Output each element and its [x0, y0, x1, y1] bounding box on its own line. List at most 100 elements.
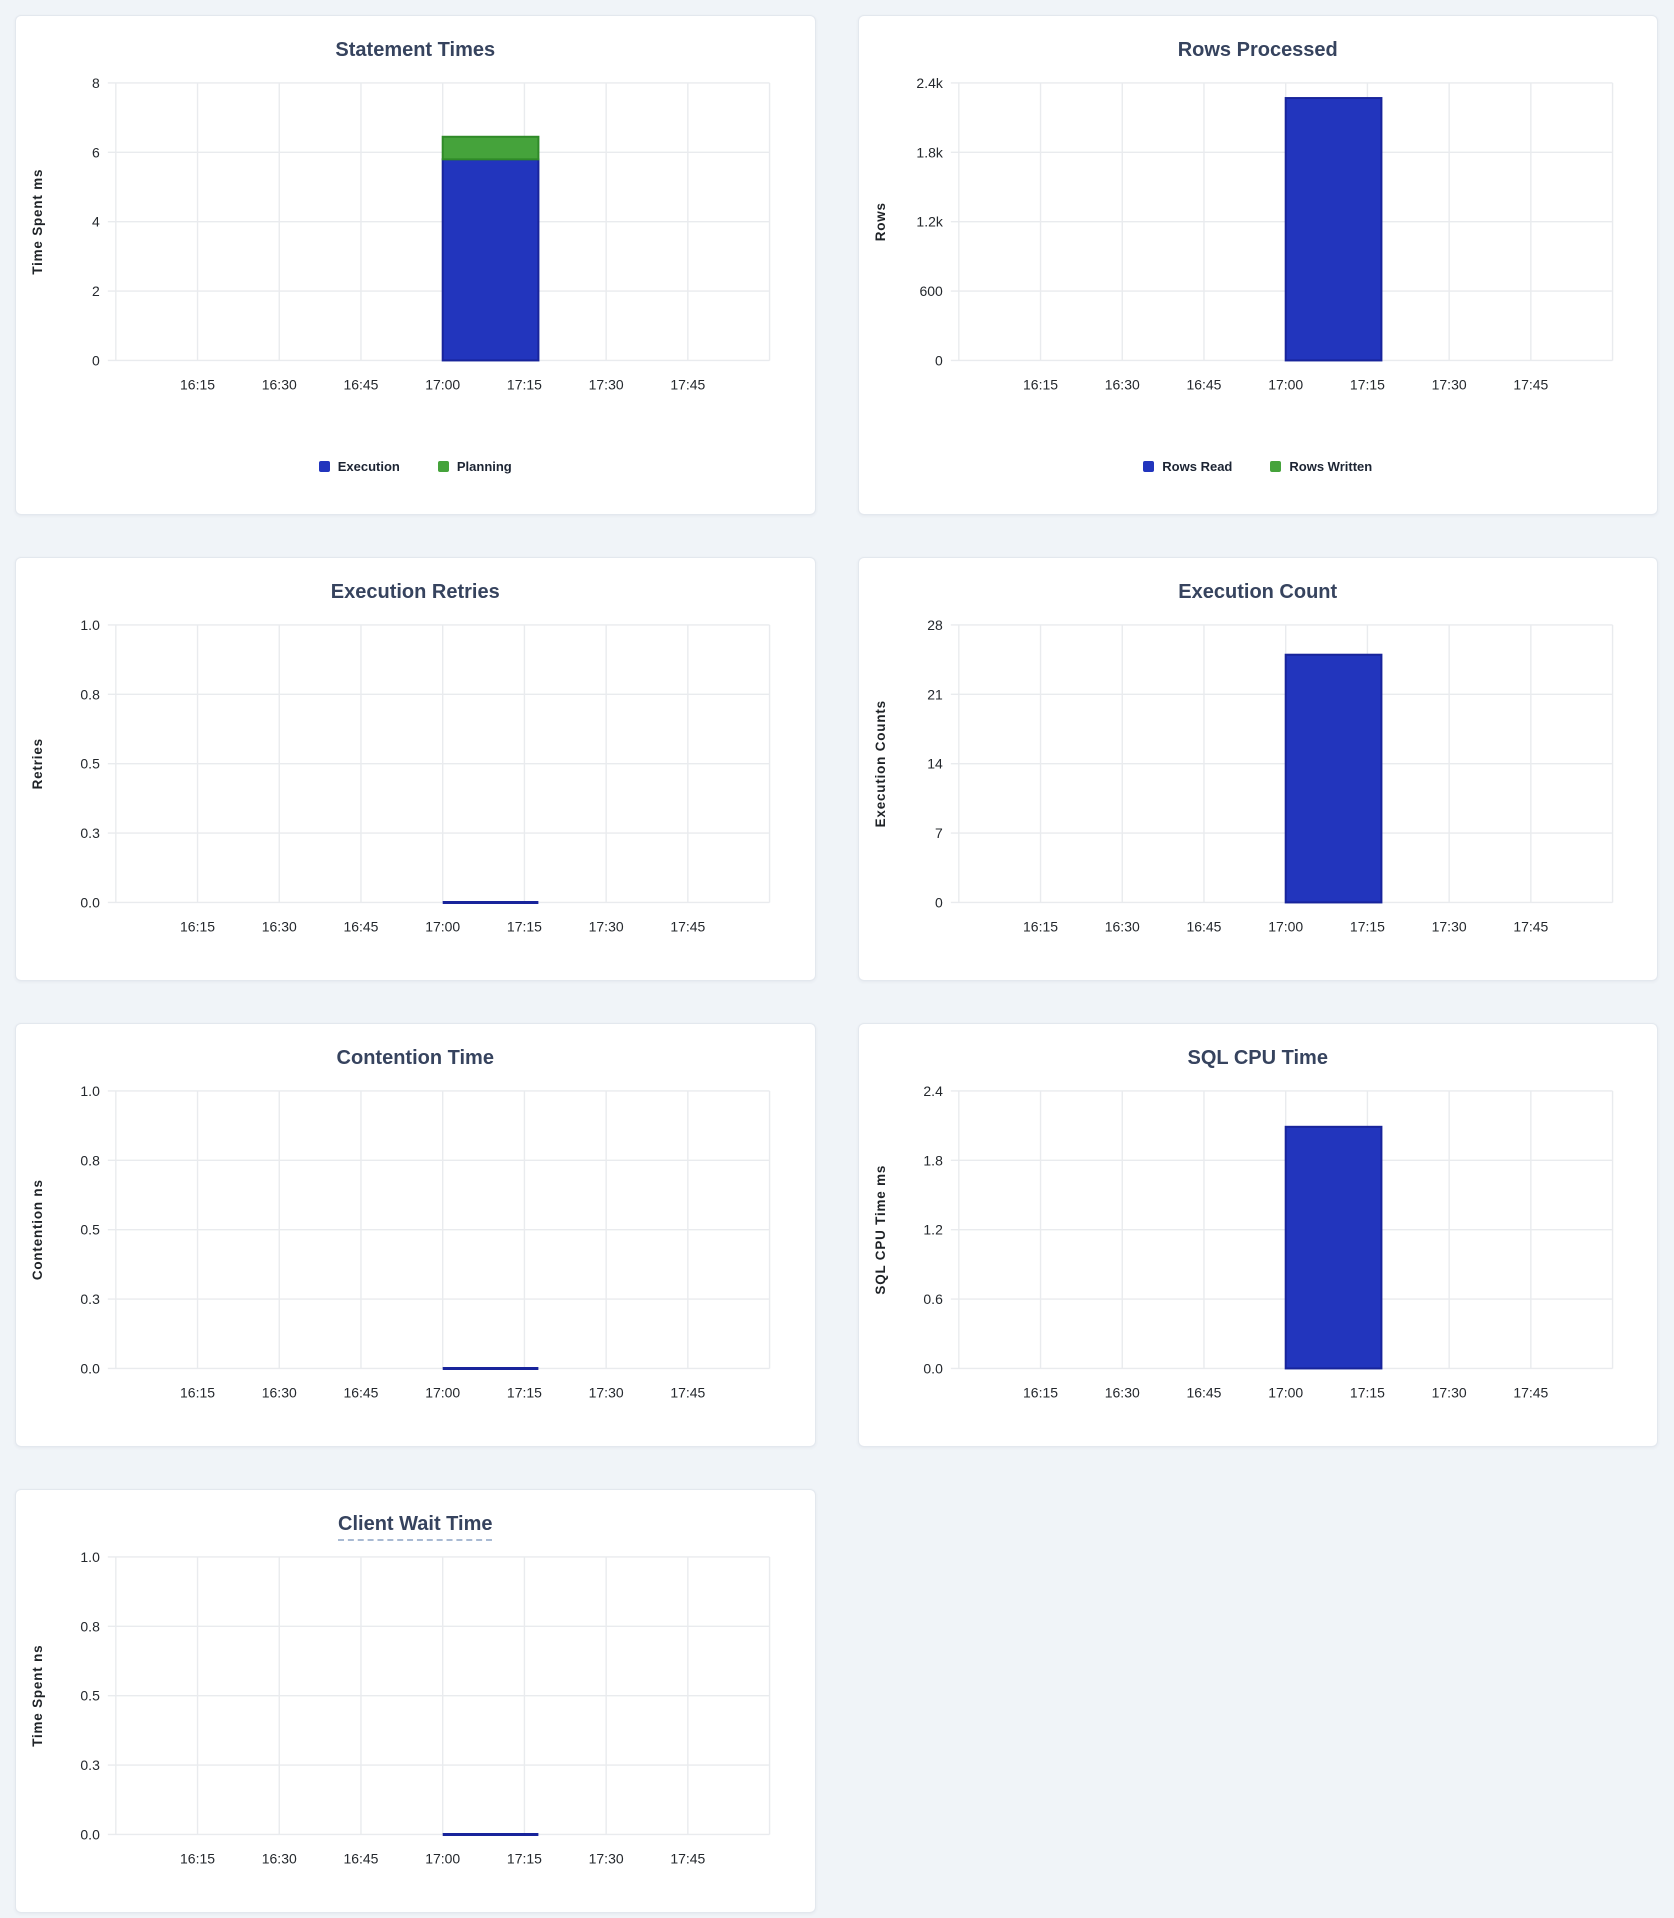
series: [1284, 97, 1382, 362]
svg-text:16:15: 16:15: [180, 1850, 215, 1866]
chart-canvas[interactable]: 0.0 0.3 0.5 0.8 1.0 16:15 16:30 16:45 17:00 17:15…: [16, 1076, 815, 1405]
svg-text:21: 21: [927, 686, 943, 702]
svg-text:17:15: 17:15: [1349, 1384, 1384, 1400]
chart-title: Contention Time: [16, 1046, 815, 1070]
svg-text:0.0: 0.0: [80, 894, 100, 910]
svg-text:17:00: 17:00: [425, 918, 460, 934]
legend-item-rows-written[interactable]: Rows Written: [1270, 459, 1372, 474]
y-axis-label: Time Spent ms: [30, 169, 45, 275]
svg-text:16:30: 16:30: [262, 1850, 297, 1866]
svg-text:0.5: 0.5: [80, 1688, 100, 1704]
x-tick-labels: 16:15 16:30 16:45 17:00 17:15 17:30 17:45: [180, 918, 706, 934]
svg-text:17:45: 17:45: [1513, 1384, 1548, 1400]
y-tick-labels: 0 600 1.2k 1.8k 2.4k: [916, 75, 943, 368]
svg-text:0.8: 0.8: [80, 1618, 100, 1634]
svg-text:1.0: 1.0: [80, 1083, 100, 1099]
chart-plot-contention-time: 0.0 0.3 0.5 0.8 1.0 16:15 16:30 16:45 17:00 17:15…: [16, 1076, 815, 1405]
bar-planning[interactable]: [441, 135, 540, 161]
svg-text:0: 0: [935, 894, 943, 910]
legend-item-planning[interactable]: Planning: [437, 459, 512, 474]
chart-title: SQL CPU Time: [859, 1046, 1658, 1070]
legend-label: Execution: [337, 459, 400, 475]
svg-text:2.4: 2.4: [923, 1083, 943, 1099]
bar-execution[interactable]: [441, 158, 540, 362]
chart-canvas[interactable]: 0.0 0.3 0.5 0.8 1.0 16:15 16:30 16:45 17:00 17:15…: [16, 1542, 815, 1871]
legend-item-rows-read[interactable]: Rows Read: [1143, 459, 1232, 474]
x-tick-labels: 16:15 16:30 16:45 17:00 17:15 17:30 17:45: [180, 376, 706, 392]
y-tick-labels: 0.0 0.6 1.2 1.8 2.4: [923, 1083, 943, 1376]
legend-item-execution[interactable]: Execution: [318, 459, 400, 475]
svg-text:0.3: 0.3: [80, 1291, 100, 1307]
chart-title-text: Statement Times: [335, 39, 496, 61]
x-tick-labels: 16:15 16:30 16:45 17:00 17:15 17:30 17:45: [1023, 376, 1549, 392]
svg-text:16:45: 16:45: [343, 376, 378, 392]
svg-text:17:00: 17:00: [1268, 1384, 1303, 1400]
h-gridlines: [107, 82, 770, 362]
chart-title: Statement Times: [16, 38, 815, 62]
svg-text:16:15: 16:15: [1023, 376, 1058, 392]
svg-text:16:45: 16:45: [1186, 376, 1221, 392]
svg-text:8: 8: [92, 75, 100, 91]
chart-title: Execution Retries: [16, 580, 815, 604]
svg-text:16:30: 16:30: [262, 1384, 297, 1400]
svg-text:16:15: 16:15: [1023, 1384, 1058, 1400]
y-axis-label: Rows: [872, 202, 887, 241]
chart-canvas[interactable]: 0.0 0.6 1.2 1.8 2.4 16:15 16:30 16:45 17:00 17:15…: [859, 1076, 1658, 1405]
y-tick-labels: 0.0 0.3 0.5 0.8 1.0: [80, 1083, 100, 1376]
chart-canvas[interactable]: 0 7 14 21 28 16:15 16:30 16:45 17:00 17:15 17:30 17…: [859, 610, 1658, 939]
svg-text:17:45: 17:45: [670, 1384, 705, 1400]
h-gridlines: [107, 1556, 770, 1836]
chart-title-tooltip-trigger[interactable]: Client Wait Time: [338, 1513, 493, 1541]
x-tick-labels: 16:15 16:30 16:45 17:00 17:15 17:30 17:45: [1023, 1384, 1549, 1400]
svg-text:600: 600: [919, 283, 943, 299]
svg-text:1.2k: 1.2k: [916, 214, 942, 230]
chart-card-rows-processed: Rows Processed 0 600 1.2k 1.8k 2.4k 16:15 16:3…: [857, 15, 1658, 515]
legend-label: Rows Read: [1162, 459, 1233, 475]
chart-card-client-wait-time: Client Wait Time 0.0 0.3 0.5 0.8 1.0 16:15 16:…: [15, 1489, 816, 1913]
svg-text:17:30: 17:30: [1431, 918, 1466, 934]
chart-canvas[interactable]: 0 2 4 6 8 16:15 16:30 16:45 17:00 17:15 17:30 17:45…: [16, 68, 815, 397]
svg-text:17:15: 17:15: [507, 1384, 542, 1400]
svg-text:0: 0: [935, 352, 943, 368]
svg-text:16:30: 16:30: [262, 918, 297, 934]
y-axis-label: SQL CPU Time ms: [872, 1165, 887, 1295]
svg-text:17:45: 17:45: [1513, 376, 1548, 392]
svg-text:0.3: 0.3: [80, 825, 100, 841]
svg-text:0.5: 0.5: [80, 1222, 100, 1238]
chart-canvas[interactable]: 0 600 1.2k 1.8k 2.4k 16:15 16:30 16:45 17:00 17:1…: [859, 68, 1658, 397]
svg-text:17:45: 17:45: [1513, 918, 1548, 934]
svg-text:16:15: 16:15: [1023, 918, 1058, 934]
chart-legend-statement-times: Execution Planning: [16, 459, 815, 474]
svg-text:17:15: 17:15: [507, 376, 542, 392]
svg-text:1.0: 1.0: [80, 617, 100, 633]
svg-text:28: 28: [927, 617, 943, 633]
svg-text:0.0: 0.0: [80, 1360, 100, 1376]
svg-text:14: 14: [927, 756, 943, 772]
svg-text:17:00: 17:00: [1268, 376, 1303, 392]
legend-label: Rows Written: [1289, 459, 1373, 475]
chart-canvas[interactable]: 0.0 0.3 0.5 0.8 1.0 16:15 16:30 16:45 17:00 17:15…: [16, 610, 815, 939]
bar-execution-count[interactable]: [1284, 653, 1382, 904]
chart-card-statement-times: Statement Times 0 2 4 6 8 16:15 16:30 16:45 17:0…: [15, 15, 816, 515]
chart-card-execution-retries: Execution Retries 0.0 0.3 0.5 0.8 1.0 16:15 16…: [15, 557, 816, 981]
bar-rows-read[interactable]: [1284, 97, 1382, 362]
svg-text:16:30: 16:30: [1104, 1384, 1139, 1400]
legend-swatch-icon: [1143, 461, 1155, 473]
svg-text:17:45: 17:45: [670, 376, 705, 392]
svg-text:7: 7: [935, 825, 943, 841]
y-tick-labels: 0 2 4 6 8: [92, 75, 100, 368]
x-tick-labels: 16:15 16:30 16:45 17:00 17:15 17:30 17:45: [180, 1850, 706, 1866]
svg-text:17:15: 17:15: [507, 1850, 542, 1866]
bar-sql-cpu-time[interactable]: [1284, 1125, 1382, 1370]
svg-text:16:15: 16:15: [180, 1384, 215, 1400]
svg-text:2: 2: [92, 283, 100, 299]
svg-text:17:15: 17:15: [1349, 376, 1384, 392]
svg-text:16:30: 16:30: [1104, 918, 1139, 934]
h-gridlines: [107, 1090, 770, 1370]
svg-text:17:00: 17:00: [1268, 918, 1303, 934]
svg-text:1.8k: 1.8k: [916, 144, 942, 160]
svg-text:17:30: 17:30: [589, 918, 624, 934]
svg-text:17:15: 17:15: [1349, 918, 1384, 934]
chart-plot-sql-cpu-time: 0.0 0.6 1.2 1.8 2.4 16:15 16:30 16:45 17:00 17:15…: [859, 1076, 1658, 1405]
